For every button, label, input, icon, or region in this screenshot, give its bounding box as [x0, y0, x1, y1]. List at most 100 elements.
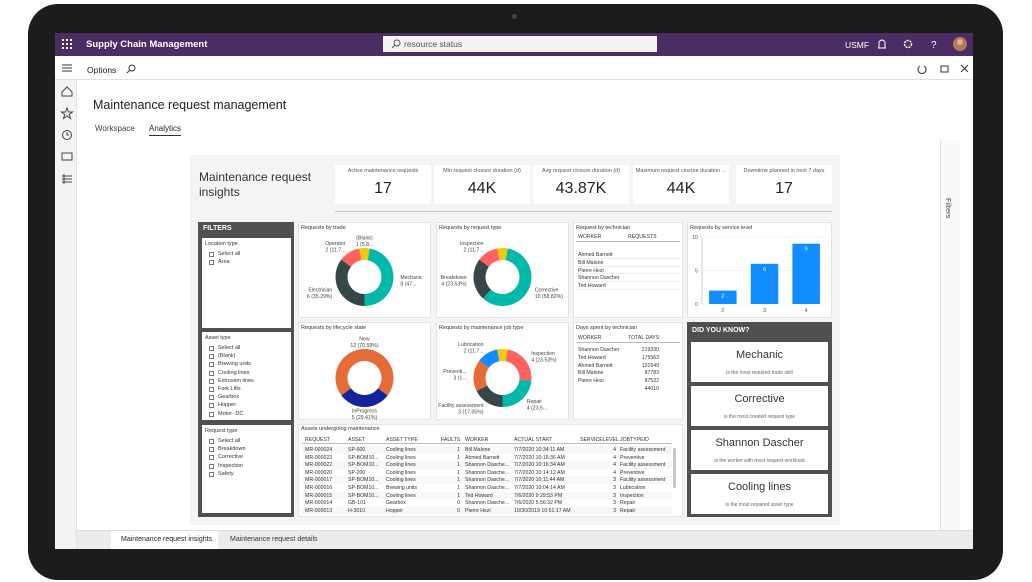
table-row [302, 446, 672, 454]
table-cell: 1 [457, 462, 460, 469]
checkbox[interactable] [209, 252, 214, 257]
table-cell: 1 [457, 469, 460, 476]
data-label: 9 [805, 247, 808, 253]
search-box[interactable] [383, 36, 657, 52]
checkbox[interactable] [209, 370, 214, 376]
bar-chart: 0 5 10 2 2 6 3 9 4 [692, 235, 827, 314]
table-cell: GB-101 [348, 500, 366, 507]
table-cell: Cooling lines [386, 477, 416, 484]
filter-option[interactable]: Fork Lifts [218, 386, 241, 392]
filter-option[interactable]: Extrusion lines [218, 377, 254, 384]
bottom-tab[interactable]: Maintenance request details [230, 536, 318, 543]
segment-label: 10 (58.82%) [535, 294, 564, 300]
table-cell: Cooling lines [386, 454, 416, 461]
visual-card [298, 424, 683, 517]
donut-segment [505, 349, 532, 381]
side-pane [940, 140, 960, 530]
visual-title: Requests by request type [439, 225, 502, 231]
column-header: SERVICELEVEL [580, 437, 619, 443]
company[interactable]: USMF [845, 40, 870, 50]
donut-segment [473, 360, 489, 391]
kpi-value: 44K [467, 180, 497, 197]
filter-option[interactable]: Inspection [218, 462, 244, 469]
checkbox[interactable] [209, 260, 214, 266]
filter-option[interactable]: Brewing units [218, 361, 252, 368]
checkbox[interactable] [209, 346, 214, 351]
table-cell: Facility assessment [620, 447, 666, 453]
segment-label: 2 (11.7... [463, 247, 483, 253]
x-tick-label: 2 [721, 308, 724, 314]
app-title: Supply Chain Management [86, 39, 208, 50]
filter-option[interactable]: Cooling lines [218, 369, 250, 376]
table-cell: Ahmed Barnett [578, 252, 613, 258]
table-cell: Bill Malone [578, 370, 604, 377]
bar [709, 290, 737, 304]
insight-card [691, 430, 828, 470]
checkbox[interactable] [209, 455, 214, 461]
table-cell: H-3010 [348, 507, 366, 514]
kpi-label: Min request closure duration (d) [443, 168, 521, 174]
table-row [576, 251, 680, 259]
scrollbar [673, 448, 676, 488]
checkbox[interactable] [209, 439, 214, 444]
table-cell: 1 [457, 447, 460, 453]
table-cell: Repair [620, 500, 636, 507]
segment-name: New [359, 337, 370, 343]
side-pane-label[interactable]: Filters [944, 198, 953, 219]
table-cell: Shannon Dasche... [465, 485, 510, 491]
filter-group-title: Location type [205, 241, 238, 247]
filter-option[interactable]: Select all [218, 251, 241, 257]
segment-name: Breakdown [441, 275, 467, 281]
filter-option[interactable]: Safety [218, 470, 234, 477]
filter-option[interactable]: Corrective [218, 454, 244, 461]
table-cell: Cooling lines [386, 462, 416, 469]
checkbox[interactable] [209, 378, 214, 384]
segment-label: 4 (23.53%) [531, 357, 557, 363]
table-cell: 7/7/2020 10:14:12 AM [514, 469, 565, 476]
waffle-icon [62, 39, 72, 49]
options-label[interactable]: Options [87, 65, 117, 75]
insight-text: is the worker with most request workload [714, 458, 805, 464]
checkbox[interactable] [209, 411, 214, 417]
tab-active[interactable]: Analytics [149, 124, 182, 136]
table-cell: SP-600 [348, 447, 366, 453]
filter-option[interactable]: Motor- DC [218, 410, 244, 417]
table-cell: SP-BOM10... [348, 492, 379, 499]
table-cell: Hopper [386, 507, 404, 514]
filter-option[interactable]: Select all [218, 345, 241, 351]
checkbox[interactable] [209, 471, 214, 477]
checkbox[interactable] [209, 395, 214, 401]
page-title: Maintenance request management [93, 98, 287, 112]
checkbox[interactable] [209, 447, 214, 453]
filter-option[interactable]: Gearbox [218, 394, 240, 401]
visual-title: Requests by trade [301, 225, 346, 231]
filter-option[interactable]: Select all [218, 438, 241, 444]
filter-option[interactable]: Area [218, 259, 230, 266]
filter-group-title: Request type [205, 428, 238, 434]
segment-name: Preventi... [443, 369, 466, 375]
filter-option[interactable]: Breakdown [218, 446, 246, 453]
table-cell: 1 [457, 485, 460, 491]
table-cell: Shannon Dasche... [465, 500, 510, 507]
checkbox[interactable] [209, 463, 214, 469]
table-header [576, 334, 680, 343]
header-icons: ? [878, 37, 967, 51]
bottom-tab-active[interactable]: Maintenance request insights [111, 531, 218, 549]
report-title: Maintenance request insights [199, 170, 312, 199]
insight-value: Corrective [734, 393, 785, 405]
filter-option[interactable]: Hopper [218, 402, 237, 409]
segment-label: 4 (23.53%) [441, 281, 467, 287]
filter-option[interactable]: (Blank) [218, 353, 236, 360]
table-header [576, 233, 680, 242]
table-cell: 0 [457, 507, 460, 514]
checkbox[interactable] [209, 403, 214, 409]
table-cell: MR-000015 [305, 492, 333, 499]
table-cell: Brewing units [386, 485, 418, 491]
checkbox[interactable] [209, 387, 214, 392]
hamburger-icon[interactable] [62, 64, 72, 72]
checkbox[interactable] [209, 362, 214, 368]
checkbox[interactable] [209, 354, 214, 360]
tab[interactable]: Workspace [95, 124, 135, 133]
visual-title: Days spent by technician [576, 325, 638, 331]
